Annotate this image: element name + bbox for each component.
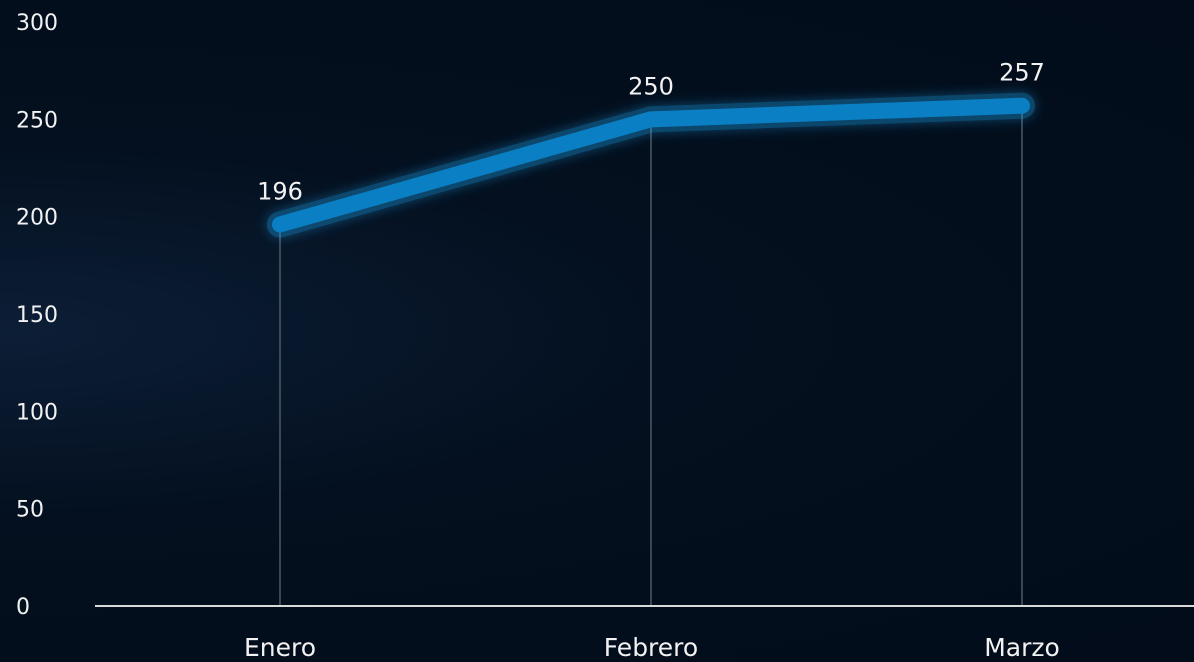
y-tick-label: 200 <box>16 206 58 231</box>
data-point <box>644 112 658 127</box>
data-point <box>273 217 287 232</box>
data-label: 257 <box>999 59 1045 87</box>
data-label: 196 <box>257 177 303 205</box>
y-tick-label: 250 <box>16 108 58 133</box>
x-category-label: Enero <box>244 633 316 662</box>
y-tick-label: 300 <box>16 11 58 36</box>
y-tick-label: 50 <box>16 498 44 523</box>
data-point <box>1015 98 1029 113</box>
x-category-label: Febrero <box>604 633 698 662</box>
y-tick-label: 0 <box>16 595 30 620</box>
y-tick-label: 150 <box>16 303 58 328</box>
data-label: 250 <box>628 72 674 100</box>
x-category-label: Marzo <box>984 633 1060 662</box>
y-tick-label: 100 <box>16 400 58 425</box>
